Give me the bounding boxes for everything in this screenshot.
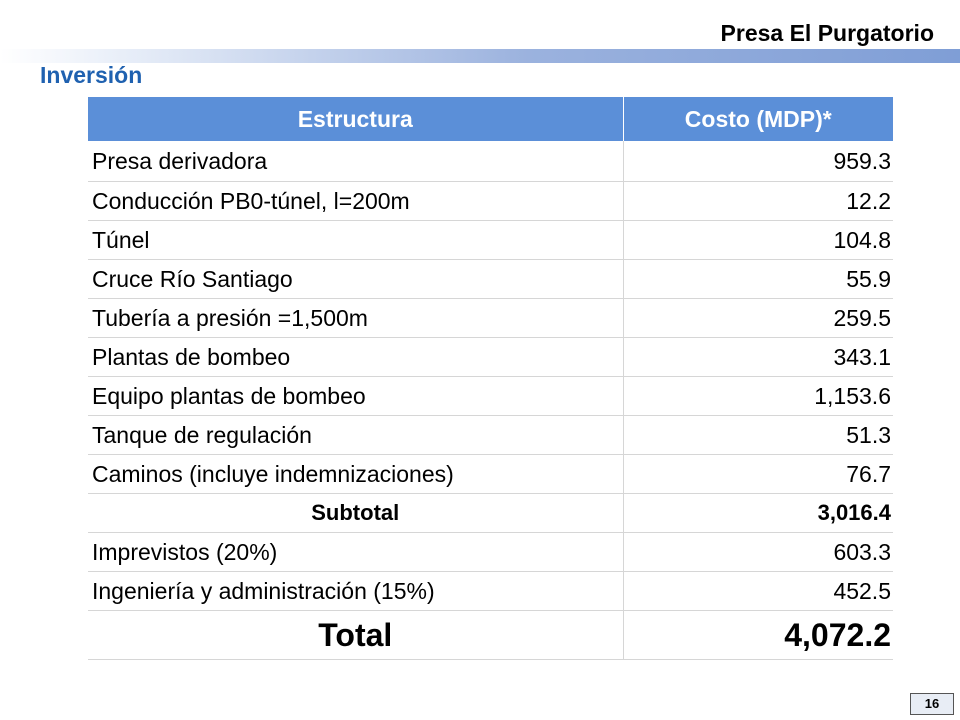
row-name: Túnel: [88, 220, 624, 260]
total-row: Total 4,072.2: [88, 610, 893, 660]
header-gradient-rule: [0, 49, 960, 63]
row-value: 452.5: [623, 571, 893, 611]
section-title: Inversión: [40, 62, 143, 88]
row-value: 259.5: [623, 298, 893, 338]
row-name: Equipo plantas de bombeo: [88, 376, 624, 416]
table-row: Tanque de regulación 51.3: [88, 415, 893, 455]
total-value: 4,072.2: [623, 610, 893, 660]
subtotal-row: Subtotal 3,016.4: [88, 493, 893, 533]
row-name: Presa derivadora: [88, 141, 624, 182]
table-row: Conducción PB0-túnel, l=200m 12.2: [88, 181, 893, 221]
row-value: 104.8: [623, 220, 893, 260]
row-name: Conducción PB0-túnel, l=200m: [88, 181, 624, 221]
table-row: Túnel 104.8: [88, 220, 893, 260]
row-value: 12.2: [623, 181, 893, 221]
table-header-row: Estructura Costo (MDP)*: [88, 97, 893, 141]
table-row: Imprevistos (20%) 603.3: [88, 532, 893, 572]
row-value: 1,153.6: [623, 376, 893, 416]
table-row: Ingeniería y administración (15%) 452.5: [88, 571, 893, 611]
row-name: Tubería a presión =1,500m: [88, 298, 624, 338]
row-name: Imprevistos (20%): [88, 532, 624, 572]
row-value: 76.7: [623, 454, 893, 494]
table-row: Presa derivadora 959.3: [88, 141, 893, 182]
column-header-structure: Estructura: [88, 97, 624, 141]
table-row: Equipo plantas de bombeo 1,153.6: [88, 376, 893, 416]
investment-cost-table: Estructura Costo (MDP)* Presa derivadora…: [88, 97, 893, 660]
slide-number: 16: [910, 693, 954, 715]
presentation-title: Presa El Purgatorio: [720, 20, 934, 46]
row-value: 343.1: [623, 337, 893, 377]
column-header-cost: Costo (MDP)*: [623, 97, 893, 141]
subtotal-value: 3,016.4: [623, 493, 893, 533]
row-value: 55.9: [623, 259, 893, 299]
row-name: Cruce Río Santiago: [88, 259, 624, 299]
total-label: Total: [88, 610, 624, 660]
row-name: Tanque de regulación: [88, 415, 624, 455]
row-value: 959.3: [623, 141, 893, 182]
table-row: Caminos (incluye indemnizaciones) 76.7: [88, 454, 893, 494]
subtotal-label: Subtotal: [88, 493, 624, 533]
table-row: Tubería a presión =1,500m 259.5: [88, 298, 893, 338]
row-value: 603.3: [623, 532, 893, 572]
table-row: Plantas de bombeo 343.1: [88, 337, 893, 377]
table-row: Cruce Río Santiago 55.9: [88, 259, 893, 299]
row-name: Plantas de bombeo: [88, 337, 624, 377]
row-name: Caminos (incluye indemnizaciones): [88, 454, 624, 494]
row-name: Ingeniería y administración (15%): [88, 571, 624, 611]
row-value: 51.3: [623, 415, 893, 455]
